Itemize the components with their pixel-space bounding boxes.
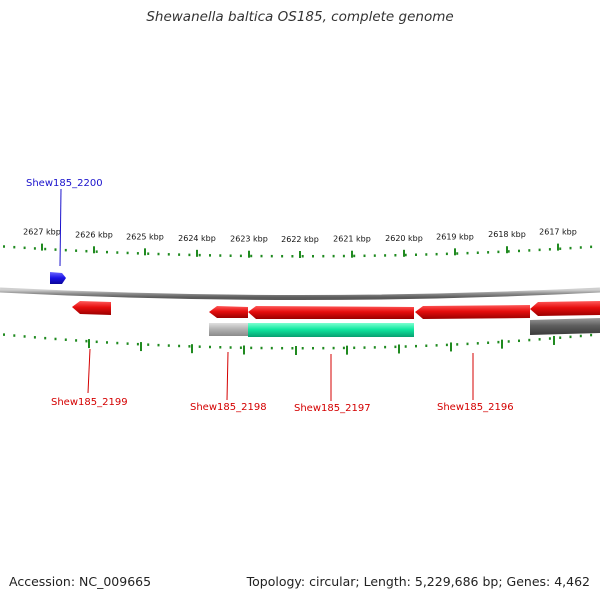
tick-label: 2622 kbp (281, 235, 319, 244)
outer-tick-ring: 2627 kbp 2626 kbp 2625 kbp 2624 kbp 2623 kbp… (3, 228, 593, 258)
tick-label: 2623 kbp (230, 235, 268, 244)
tick-label: 2627 kbp (23, 228, 61, 237)
gene-label-shew185-2200[interactable]: Shew185_2200 (26, 178, 103, 189)
tick-label: 2619 kbp (436, 232, 474, 241)
tick-label: 2618 kbp (488, 230, 526, 239)
gene-label-shew185-2198[interactable]: Shew185_2198 (190, 402, 267, 413)
feature-cds-bar[interactable] (248, 323, 414, 337)
gene-label-shew185-2197[interactable]: Shew185_2197 (294, 403, 371, 414)
tick-label: 2626 kbp (75, 230, 113, 239)
tick-label: 2620 kbp (385, 234, 423, 243)
genome-backbone (0, 287, 600, 300)
gene-shew185-2196-arrow[interactable] (415, 305, 530, 319)
gene-shew185-2200-arrow[interactable] (50, 272, 66, 284)
feature-pseudo-bar[interactable] (209, 323, 248, 336)
gene-shew185-2197-arrow[interactable] (248, 306, 414, 319)
gene-shew185-2199-arrow[interactable] (72, 301, 111, 315)
gene-label-shew185-2199[interactable]: Shew185_2199 (51, 397, 128, 408)
tick-label: 2617 kbp (539, 228, 577, 237)
tick-label: 2624 kbp (178, 234, 216, 243)
genome-summary: Topology: circular; Length: 5,229,686 bp… (246, 574, 590, 589)
gene-shew185-2198-arrow[interactable] (209, 306, 248, 318)
leader-line-shew185-2198 (226, 351, 229, 401)
gene-shew185-2195-arrow[interactable] (530, 301, 600, 316)
accession-label: Accession: NC_009665 (9, 574, 152, 589)
page-title: Shewanella baltica OS185, complete genom… (146, 9, 454, 25)
leader-line-shew185-2199 (87, 348, 91, 394)
feature-other-bar[interactable] (530, 318, 600, 335)
tick-label: 2625 kbp (126, 232, 164, 241)
leader-line-shew185-2200 (59, 188, 62, 267)
gene-label-shew185-2196[interactable]: Shew185_2196 (437, 402, 514, 413)
inner-tick-ring (3, 333, 593, 355)
tick-label: 2621 kbp (333, 235, 371, 244)
